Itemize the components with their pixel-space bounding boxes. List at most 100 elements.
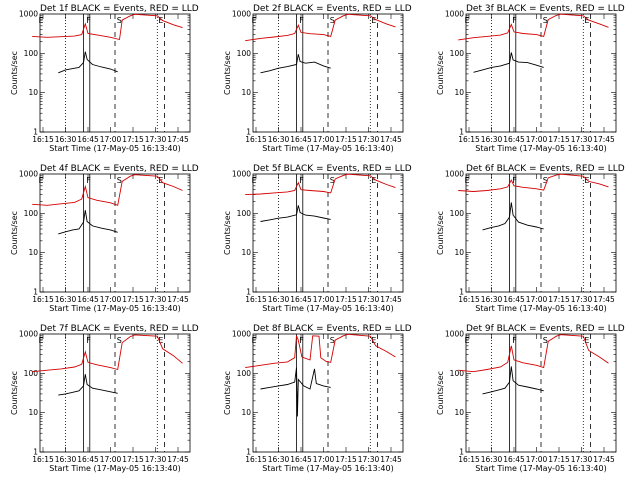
y-tick-label: 1 <box>459 128 464 137</box>
x-axis-label: Start Time (17-May-05 16:13:40) <box>475 144 606 153</box>
lld-rate-line <box>458 334 609 373</box>
y-tick-label: 10 <box>454 408 464 417</box>
panel-title: Det 6f BLACK = Events, RED = LLD <box>466 164 625 174</box>
x-tick-label: 16:15 <box>245 295 267 304</box>
y-tick-label: 100 <box>450 209 465 218</box>
detector-panel: Det 9f BLACK = Events, RED = LLD 1 10 100 10… <box>436 324 625 473</box>
lld-rate-line <box>245 13 396 42</box>
event-flag: E <box>465 16 470 25</box>
x-axis-label: Start Time (17-May-05 16:13:40) <box>49 304 180 313</box>
event-flag: E <box>39 16 44 25</box>
x-tick-label: 16:45 <box>503 295 525 304</box>
x-tick-label: 17:00 <box>100 455 122 464</box>
y-tick-label: 10 <box>28 88 38 97</box>
event-flag: E <box>39 176 44 185</box>
event-flag: F <box>86 176 91 185</box>
x-tick-label: 17:45 <box>593 455 615 464</box>
x-tick-label: 17:00 <box>526 135 548 144</box>
x-tick-label: 16:45 <box>503 455 525 464</box>
event-flag: S <box>330 176 335 185</box>
y-tick-label: 10 <box>241 88 251 97</box>
y-tick-label: 1 <box>246 128 251 137</box>
event-flag: E <box>252 336 257 345</box>
x-tick-label: 16:15 <box>458 455 480 464</box>
event-flag: F <box>512 176 517 185</box>
x-axis-label: Start Time (17-May-05 16:13:40) <box>262 304 393 313</box>
y-tick-label: 1000 <box>232 170 251 179</box>
event-flag: E <box>371 176 376 185</box>
x-axis-label: Start Time (17-May-05 16:13:40) <box>262 464 393 473</box>
x-tick-label: 17:15 <box>548 135 570 144</box>
x-tick-label: 17:30 <box>571 295 593 304</box>
event-flag: E <box>371 336 376 345</box>
y-axis-label: Counts/sec <box>436 371 445 415</box>
detector-panel: Det 7f BLACK = Events, RED = LLD 1 10 100 10… <box>10 324 199 473</box>
x-tick-label: 16:30 <box>481 295 503 304</box>
event-flag: S <box>117 176 122 185</box>
y-tick-label: 100 <box>237 49 252 58</box>
event-flag: F <box>512 336 517 345</box>
x-tick-label: 17:15 <box>122 455 144 464</box>
x-tick-label: 16:30 <box>481 455 503 464</box>
y-tick-label: 1000 <box>19 330 38 339</box>
x-tick-label: 17:15 <box>548 455 570 464</box>
x-tick-label: 16:45 <box>77 295 99 304</box>
x-tick-label: 17:30 <box>571 135 593 144</box>
y-tick-label: 1 <box>33 128 38 137</box>
event-flag: S <box>543 16 548 25</box>
event-flag: S <box>117 16 122 25</box>
event-rate-line <box>58 210 118 235</box>
y-tick-label: 100 <box>237 369 252 378</box>
x-tick-label: 16:30 <box>268 135 290 144</box>
y-tick-label: 1000 <box>19 170 38 179</box>
x-tick-label: 16:15 <box>32 295 54 304</box>
event-flag: E <box>252 16 257 25</box>
event-rate-line <box>482 366 544 395</box>
x-axis-label: Start Time (17-May-05 16:13:40) <box>49 464 180 473</box>
y-tick-label: 1000 <box>232 330 251 339</box>
y-tick-label: 1 <box>459 288 464 297</box>
event-flag: E <box>371 16 376 25</box>
y-axis-label: Counts/sec <box>436 211 445 255</box>
panel-title: Det 8f BLACK = Events, RED = LLD <box>253 324 412 334</box>
x-tick-label: 16:15 <box>458 295 480 304</box>
x-tick-label: 17:15 <box>335 135 357 144</box>
y-tick-label: 1000 <box>445 330 464 339</box>
y-axis-label: Counts/sec <box>10 51 19 95</box>
x-tick-label: 17:45 <box>167 135 189 144</box>
y-tick-label: 10 <box>28 408 38 417</box>
x-tick-label: 16:45 <box>290 455 312 464</box>
y-axis-label: Counts/sec <box>10 211 19 255</box>
x-tick-label: 17:45 <box>167 295 189 304</box>
panel-title: Det 3f BLACK = Events, RED = LLD <box>466 4 625 14</box>
detector-panel: Det 3f BLACK = Events, RED = LLD 1 10 100 10… <box>436 4 625 153</box>
event-flag: E <box>158 336 163 345</box>
x-tick-label: 17:30 <box>571 455 593 464</box>
lld-rate-line <box>458 13 609 41</box>
x-tick-label: 16:15 <box>32 455 54 464</box>
x-tick-label: 16:15 <box>32 135 54 144</box>
y-tick-label: 100 <box>24 369 39 378</box>
event-flag: F <box>299 16 304 25</box>
x-tick-label: 16:15 <box>245 135 267 144</box>
y-tick-label: 10 <box>28 248 38 257</box>
event-flag: F <box>299 336 304 345</box>
y-tick-label: 10 <box>241 248 251 257</box>
x-tick-label: 17:00 <box>100 135 122 144</box>
x-axis-label: Start Time (17-May-05 16:13:40) <box>475 464 606 473</box>
event-rate-line <box>260 367 331 417</box>
x-tick-label: 16:30 <box>55 295 77 304</box>
x-tick-label: 17:30 <box>358 135 380 144</box>
x-tick-label: 17:30 <box>145 455 167 464</box>
y-tick-label: 10 <box>454 248 464 257</box>
y-axis-label: Counts/sec <box>223 371 232 415</box>
detector-panel: Det 5f BLACK = Events, RED = LLD 1 10 100 10… <box>223 164 412 313</box>
x-tick-label: 16:30 <box>55 135 77 144</box>
y-tick-label: 10 <box>241 408 251 417</box>
y-tick-label: 1 <box>459 448 464 457</box>
event-rate-line <box>473 52 544 73</box>
event-flag: E <box>465 176 470 185</box>
y-tick-label: 1000 <box>445 170 464 179</box>
x-tick-label: 16:45 <box>503 135 525 144</box>
x-tick-label: 16:15 <box>458 135 480 144</box>
